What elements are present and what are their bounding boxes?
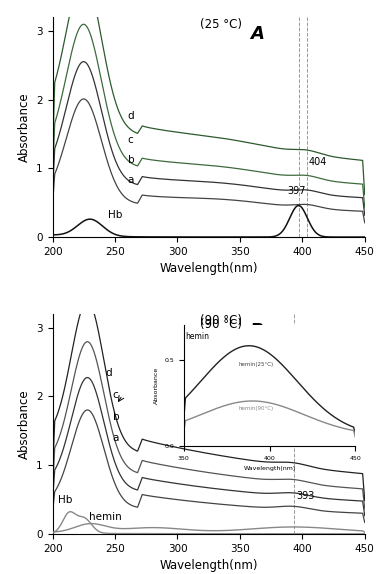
Text: Hb: Hb	[58, 495, 72, 505]
Text: (90 °C): (90 °C)	[200, 315, 242, 327]
Text: c: c	[112, 390, 118, 401]
Text: A: A	[250, 25, 264, 43]
Text: d: d	[105, 368, 112, 378]
Text: 404: 404	[309, 157, 327, 167]
Text: c: c	[127, 135, 133, 145]
Text: 393: 393	[296, 491, 314, 502]
X-axis label: Wavelength(nm): Wavelength(nm)	[159, 559, 258, 572]
Text: B: B	[250, 322, 264, 340]
Text: a: a	[127, 176, 134, 185]
Y-axis label: Absorbance: Absorbance	[18, 92, 31, 162]
Text: Hb: Hb	[108, 210, 122, 220]
Text: hemin: hemin	[89, 512, 121, 522]
Text: (25 °C): (25 °C)	[200, 18, 242, 30]
Text: a: a	[112, 433, 119, 443]
Text: b: b	[112, 413, 119, 422]
Text: d: d	[127, 111, 134, 121]
X-axis label: Wavelength(nm): Wavelength(nm)	[159, 262, 258, 276]
Text: 397: 397	[287, 187, 306, 196]
Y-axis label: Absorbance: Absorbance	[18, 389, 31, 459]
Text: b: b	[127, 155, 134, 165]
